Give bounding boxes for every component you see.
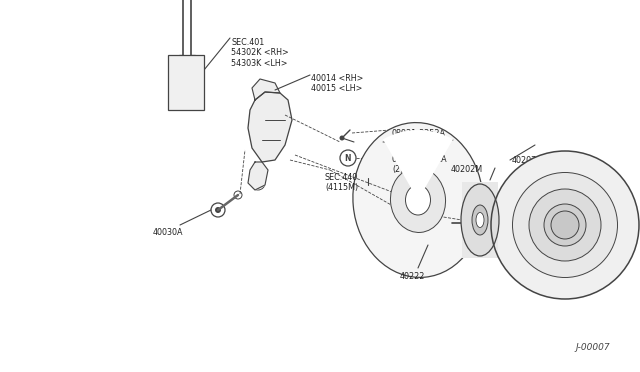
Ellipse shape [476,212,484,228]
Circle shape [194,94,198,98]
Ellipse shape [406,185,431,215]
Ellipse shape [529,189,601,261]
Ellipse shape [551,211,579,239]
Ellipse shape [491,151,639,299]
Text: 40207: 40207 [512,156,537,165]
Circle shape [490,231,495,236]
Circle shape [339,135,344,141]
Circle shape [255,180,261,186]
Circle shape [527,177,543,193]
Text: SEC.440
(4115M): SEC.440 (4115M) [325,173,358,192]
Circle shape [509,232,525,248]
Circle shape [488,199,493,205]
Circle shape [174,67,178,71]
Ellipse shape [513,173,618,278]
Ellipse shape [461,184,499,256]
Text: 0B911-6+61A
(2): 0B911-6+61A (2) [392,155,447,174]
Text: 40030A: 40030A [153,228,184,237]
Circle shape [475,244,479,249]
Circle shape [605,232,621,248]
Bar [462,182,498,258]
Ellipse shape [390,167,445,232]
Text: 40222: 40222 [400,272,426,281]
Text: SEC.401
54302K <RH>
54303K <LH>: SEC.401 54302K <RH> 54303K <LH> [231,38,289,68]
Polygon shape [252,79,280,100]
Text: J-00007: J-00007 [575,343,610,352]
Circle shape [194,67,198,71]
Bar [168,55,204,110]
Wedge shape [383,130,453,200]
Circle shape [215,207,221,213]
Circle shape [472,193,477,198]
Text: 08921-3252A
PIN(2): 08921-3252A PIN(2) [392,129,446,148]
Polygon shape [248,162,268,190]
Circle shape [463,220,468,225]
Circle shape [586,177,602,193]
Text: N: N [345,154,351,163]
Ellipse shape [472,205,488,235]
Ellipse shape [544,204,586,246]
Ellipse shape [353,123,483,278]
Circle shape [557,267,573,283]
Polygon shape [248,92,292,162]
Text: 40202M: 40202M [451,165,483,174]
Text: 40014 <RH>
40015 <LH>: 40014 <RH> 40015 <LH> [311,74,364,93]
Circle shape [174,94,178,98]
